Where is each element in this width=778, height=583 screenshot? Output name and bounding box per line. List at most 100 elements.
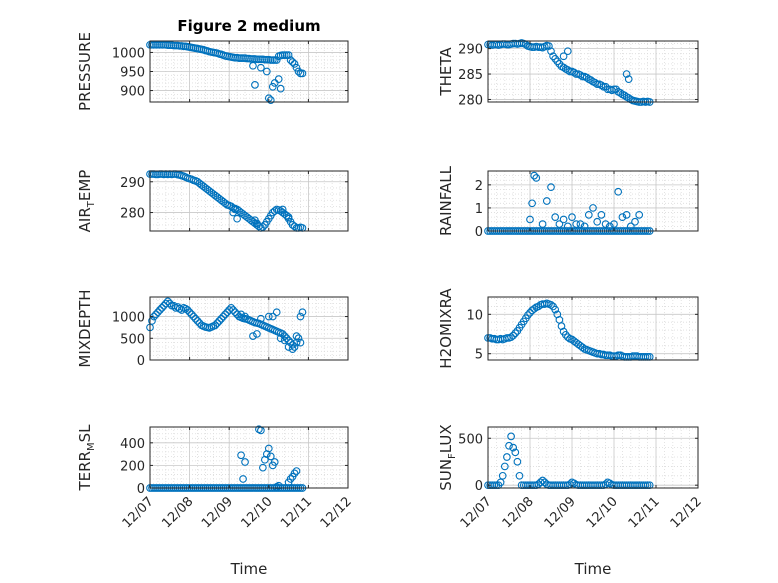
data-point bbox=[559, 215, 568, 224]
data-point bbox=[561, 330, 570, 339]
data-point bbox=[264, 444, 273, 453]
data-point bbox=[249, 332, 257, 340]
data-point bbox=[570, 68, 578, 77]
y-axis-label: THETA bbox=[437, 47, 455, 97]
data-point bbox=[513, 457, 522, 466]
data-point bbox=[530, 304, 539, 313]
data-point bbox=[219, 312, 228, 321]
data-point bbox=[233, 214, 241, 223]
y-tick-label: 200 bbox=[120, 459, 145, 474]
data-point bbox=[229, 306, 238, 314]
series-markers bbox=[146, 297, 307, 353]
data-point bbox=[538, 220, 547, 228]
y-tick-label: 500 bbox=[120, 332, 145, 347]
axes-box bbox=[487, 296, 699, 361]
x-tick-label: 12/09 bbox=[199, 494, 236, 531]
data-point bbox=[177, 306, 186, 314]
data-point bbox=[524, 311, 532, 319]
data-point bbox=[259, 463, 267, 472]
y-tick-label: 285 bbox=[458, 68, 483, 83]
data-point bbox=[530, 171, 539, 180]
data-point bbox=[154, 308, 162, 317]
data-point bbox=[294, 67, 303, 76]
data-point bbox=[559, 52, 568, 61]
x-tick-label: 12/10 bbox=[239, 494, 276, 531]
data-point bbox=[296, 338, 305, 347]
y-tick-label: 0 bbox=[475, 225, 483, 240]
y-tick-label: 0 bbox=[137, 482, 145, 497]
data-point bbox=[191, 314, 200, 323]
data-point bbox=[284, 213, 293, 222]
data-point bbox=[217, 314, 226, 323]
panel-rainfall: 0 1 2 RAINFALL bbox=[437, 165, 699, 240]
data-point bbox=[580, 222, 589, 231]
data-point bbox=[251, 80, 259, 89]
data-point bbox=[563, 47, 572, 56]
data-point bbox=[257, 63, 265, 72]
data-point bbox=[624, 75, 633, 83]
data-point bbox=[183, 306, 192, 314]
data-point bbox=[268, 82, 277, 91]
data-point bbox=[290, 343, 299, 351]
data-point bbox=[622, 210, 631, 219]
axes-box bbox=[149, 170, 349, 232]
data-point bbox=[601, 82, 610, 91]
x-tick-label: 12/09 bbox=[542, 494, 579, 531]
y-tick-label: 10 bbox=[466, 308, 483, 323]
data-point bbox=[292, 332, 301, 340]
x-tick-label: 12/11 bbox=[278, 494, 315, 531]
data-point bbox=[496, 478, 505, 487]
panel-terr-msl: 0 200 400 12/07 12/08 12/09 12/10 12/11 12/12 TER… bbox=[76, 424, 355, 531]
data-point bbox=[509, 443, 518, 452]
data-point bbox=[241, 458, 249, 466]
data-point bbox=[165, 299, 174, 308]
data-point bbox=[185, 308, 194, 317]
data-point bbox=[249, 61, 257, 70]
axes-box bbox=[487, 170, 699, 232]
data-point bbox=[532, 174, 541, 182]
data-point bbox=[559, 63, 568, 72]
y-tick-label: 1 bbox=[475, 202, 483, 217]
data-point bbox=[568, 213, 576, 222]
data-point bbox=[296, 312, 305, 321]
x-tick-label: 12/07 bbox=[120, 494, 157, 531]
data-point bbox=[635, 210, 644, 219]
data-point bbox=[278, 205, 287, 214]
data-point bbox=[614, 187, 623, 196]
y-tick-label: 900 bbox=[120, 85, 145, 100]
data-point bbox=[292, 63, 301, 72]
data-point bbox=[587, 76, 595, 84]
y-tick-label: 1000 bbox=[112, 46, 145, 61]
data-point bbox=[148, 317, 156, 325]
data-point bbox=[526, 308, 534, 317]
data-point bbox=[526, 215, 534, 224]
data-point bbox=[189, 312, 198, 321]
y-tick-label: 500 bbox=[458, 432, 483, 447]
data-point bbox=[511, 329, 520, 338]
data-point bbox=[211, 321, 220, 330]
plot-area bbox=[488, 171, 698, 231]
data-point bbox=[566, 67, 574, 76]
data-point bbox=[272, 56, 281, 64]
data-point bbox=[551, 305, 560, 314]
series-markers bbox=[484, 299, 654, 361]
data-point bbox=[264, 312, 273, 321]
x-tick-label: 12/10 bbox=[584, 494, 621, 531]
plot-area bbox=[488, 427, 698, 488]
data-point bbox=[549, 52, 557, 61]
data-point bbox=[610, 220, 618, 228]
data-point bbox=[213, 319, 222, 327]
data-point bbox=[547, 47, 555, 56]
data-point bbox=[593, 217, 602, 226]
data-point bbox=[511, 448, 520, 457]
data-point bbox=[270, 79, 279, 87]
data-point bbox=[605, 222, 614, 231]
data-point bbox=[282, 334, 291, 343]
y-tick-label: 5 bbox=[475, 348, 483, 363]
data-point bbox=[624, 94, 633, 102]
y-tick-label: 1000 bbox=[112, 311, 145, 326]
data-point bbox=[274, 481, 283, 490]
y-tick-label: 950 bbox=[120, 66, 145, 81]
